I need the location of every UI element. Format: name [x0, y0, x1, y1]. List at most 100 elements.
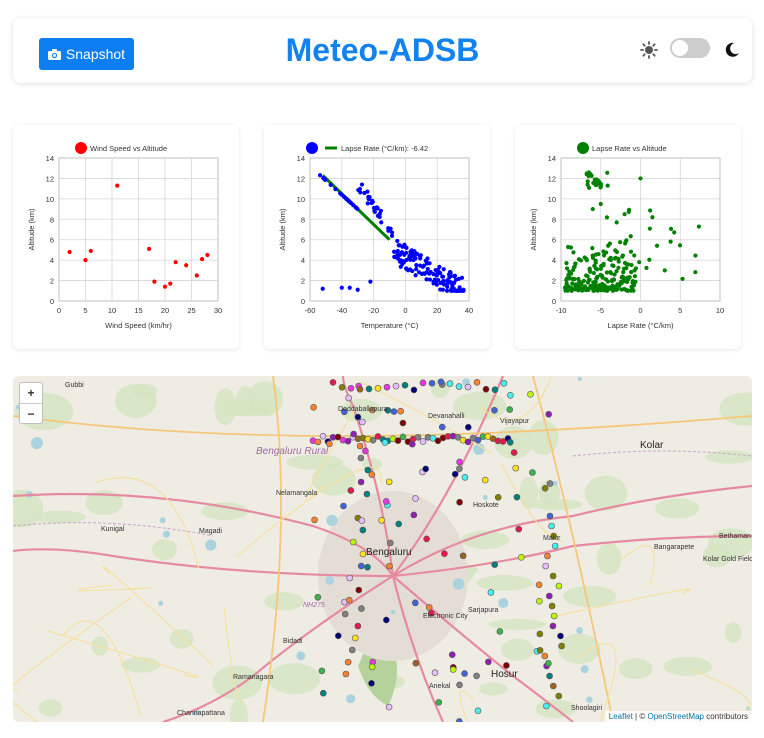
aircraft-marker [557, 632, 564, 640]
data-point [647, 257, 652, 262]
aircraft-marker [347, 384, 355, 392]
data-point [368, 279, 373, 284]
data-point [564, 261, 569, 266]
aircraft-marker [529, 469, 536, 476]
toggle-knob [672, 40, 688, 56]
data-point [564, 281, 569, 286]
lake [586, 696, 593, 703]
minor-road [554, 588, 691, 618]
park-area [311, 463, 356, 496]
data-point [605, 288, 610, 293]
boundary [13, 450, 752, 537]
data-point [630, 280, 635, 285]
minor-road [61, 620, 142, 717]
park-area [131, 383, 158, 397]
data-point [333, 187, 338, 192]
y-tick-label: 6 [301, 236, 305, 245]
map-tiles[interactable] [13, 376, 752, 722]
lake [580, 665, 589, 674]
data-point [345, 197, 350, 202]
aircraft-marker [503, 662, 510, 669]
x-tick-label: 0 [57, 306, 61, 315]
aircraft-marker [549, 682, 557, 690]
minor-road [477, 376, 552, 421]
aircraft-marker [385, 478, 393, 486]
data-point [355, 206, 360, 211]
road [392, 376, 505, 577]
x-axis-label: Wind Speed (km/hr) [105, 321, 172, 330]
x-tick-label: 5 [678, 306, 682, 315]
aircraft-marker [347, 487, 355, 494]
park-area [724, 622, 742, 644]
park-area [584, 475, 628, 511]
data-point [440, 274, 445, 279]
lake [498, 597, 509, 609]
y-tick-label: 4 [50, 256, 54, 265]
sun-icon[interactable] [640, 41, 658, 59]
data-point [628, 249, 634, 254]
zoom-out-button[interactable]: − [27, 407, 35, 421]
data-point [445, 281, 450, 287]
data-point [83, 258, 88, 263]
flight-map[interactable]: + − Gubbi Doddaballapura Devanahalli Vijaya… [13, 376, 752, 722]
data-point [427, 277, 432, 282]
data-point [626, 207, 632, 212]
leaflet-link[interactable]: Leaflet [608, 712, 633, 721]
aircraft-marker [548, 602, 556, 610]
x-axis-label: Lapse Rate (°C/km) [608, 321, 674, 330]
data-point [654, 243, 660, 248]
minor-road [77, 584, 152, 592]
aircraft-marker [535, 581, 543, 589]
park-area [705, 450, 752, 464]
lapse-rate-chart: -60 -40 -20 0 20 40 0 2 4 6 8 10 12 14 Temperature (°C… [278, 142, 473, 330]
aircraft-marker [506, 438, 514, 446]
legend-label: Wind Speed vs Altitude [90, 144, 167, 153]
park-area [558, 633, 601, 664]
park-area [719, 392, 752, 426]
minor-road [95, 477, 200, 570]
aircraft-marker [390, 408, 398, 415]
park-area [85, 490, 123, 516]
aircraft-marker [374, 433, 382, 440]
data-point [589, 285, 595, 290]
aircraft-marker [362, 447, 369, 455]
lake [482, 494, 488, 500]
aircraft-marker [314, 593, 322, 601]
data-point [444, 288, 450, 293]
moon-icon[interactable] [724, 42, 740, 58]
minor-road [102, 565, 214, 666]
zoom-in-button[interactable]: + [20, 383, 42, 404]
theme-toggle[interactable] [670, 38, 710, 58]
data-point [608, 255, 613, 260]
x-tick-label: 10 [716, 306, 724, 315]
data-point [644, 265, 649, 271]
park-area [596, 542, 622, 575]
x-tick-label: 0 [638, 306, 642, 315]
snapshot-button[interactable]: Snapshot [39, 38, 134, 70]
aircraft-marker [456, 458, 463, 466]
legend-line-marker [325, 146, 337, 150]
data-point [375, 213, 380, 218]
park-area [32, 510, 87, 524]
aircraft-marker [548, 522, 555, 530]
data-point [632, 274, 637, 279]
x-tick-label: 15 [134, 306, 142, 315]
data-point [441, 267, 446, 272]
aircraft-marker [464, 383, 472, 391]
aircraft-marker [549, 572, 557, 580]
aircraft-marker [318, 667, 326, 675]
minor-road [13, 701, 38, 722]
aircraft-marker [412, 495, 419, 502]
park-area [212, 665, 263, 700]
data-point [410, 268, 415, 274]
osm-link[interactable]: OpenStreetMap [647, 712, 704, 721]
data-point [348, 200, 354, 206]
aircraft-marker [496, 628, 504, 635]
place-label: Kolar Gold Fields [703, 556, 752, 563]
data-point [591, 270, 596, 276]
y-tick-label: 14 [297, 154, 305, 163]
x-tick-label: -20 [368, 306, 379, 315]
aircraft-marker [311, 516, 318, 524]
attribution-text: contributors [706, 712, 748, 721]
aircraft-marker [357, 562, 365, 570]
